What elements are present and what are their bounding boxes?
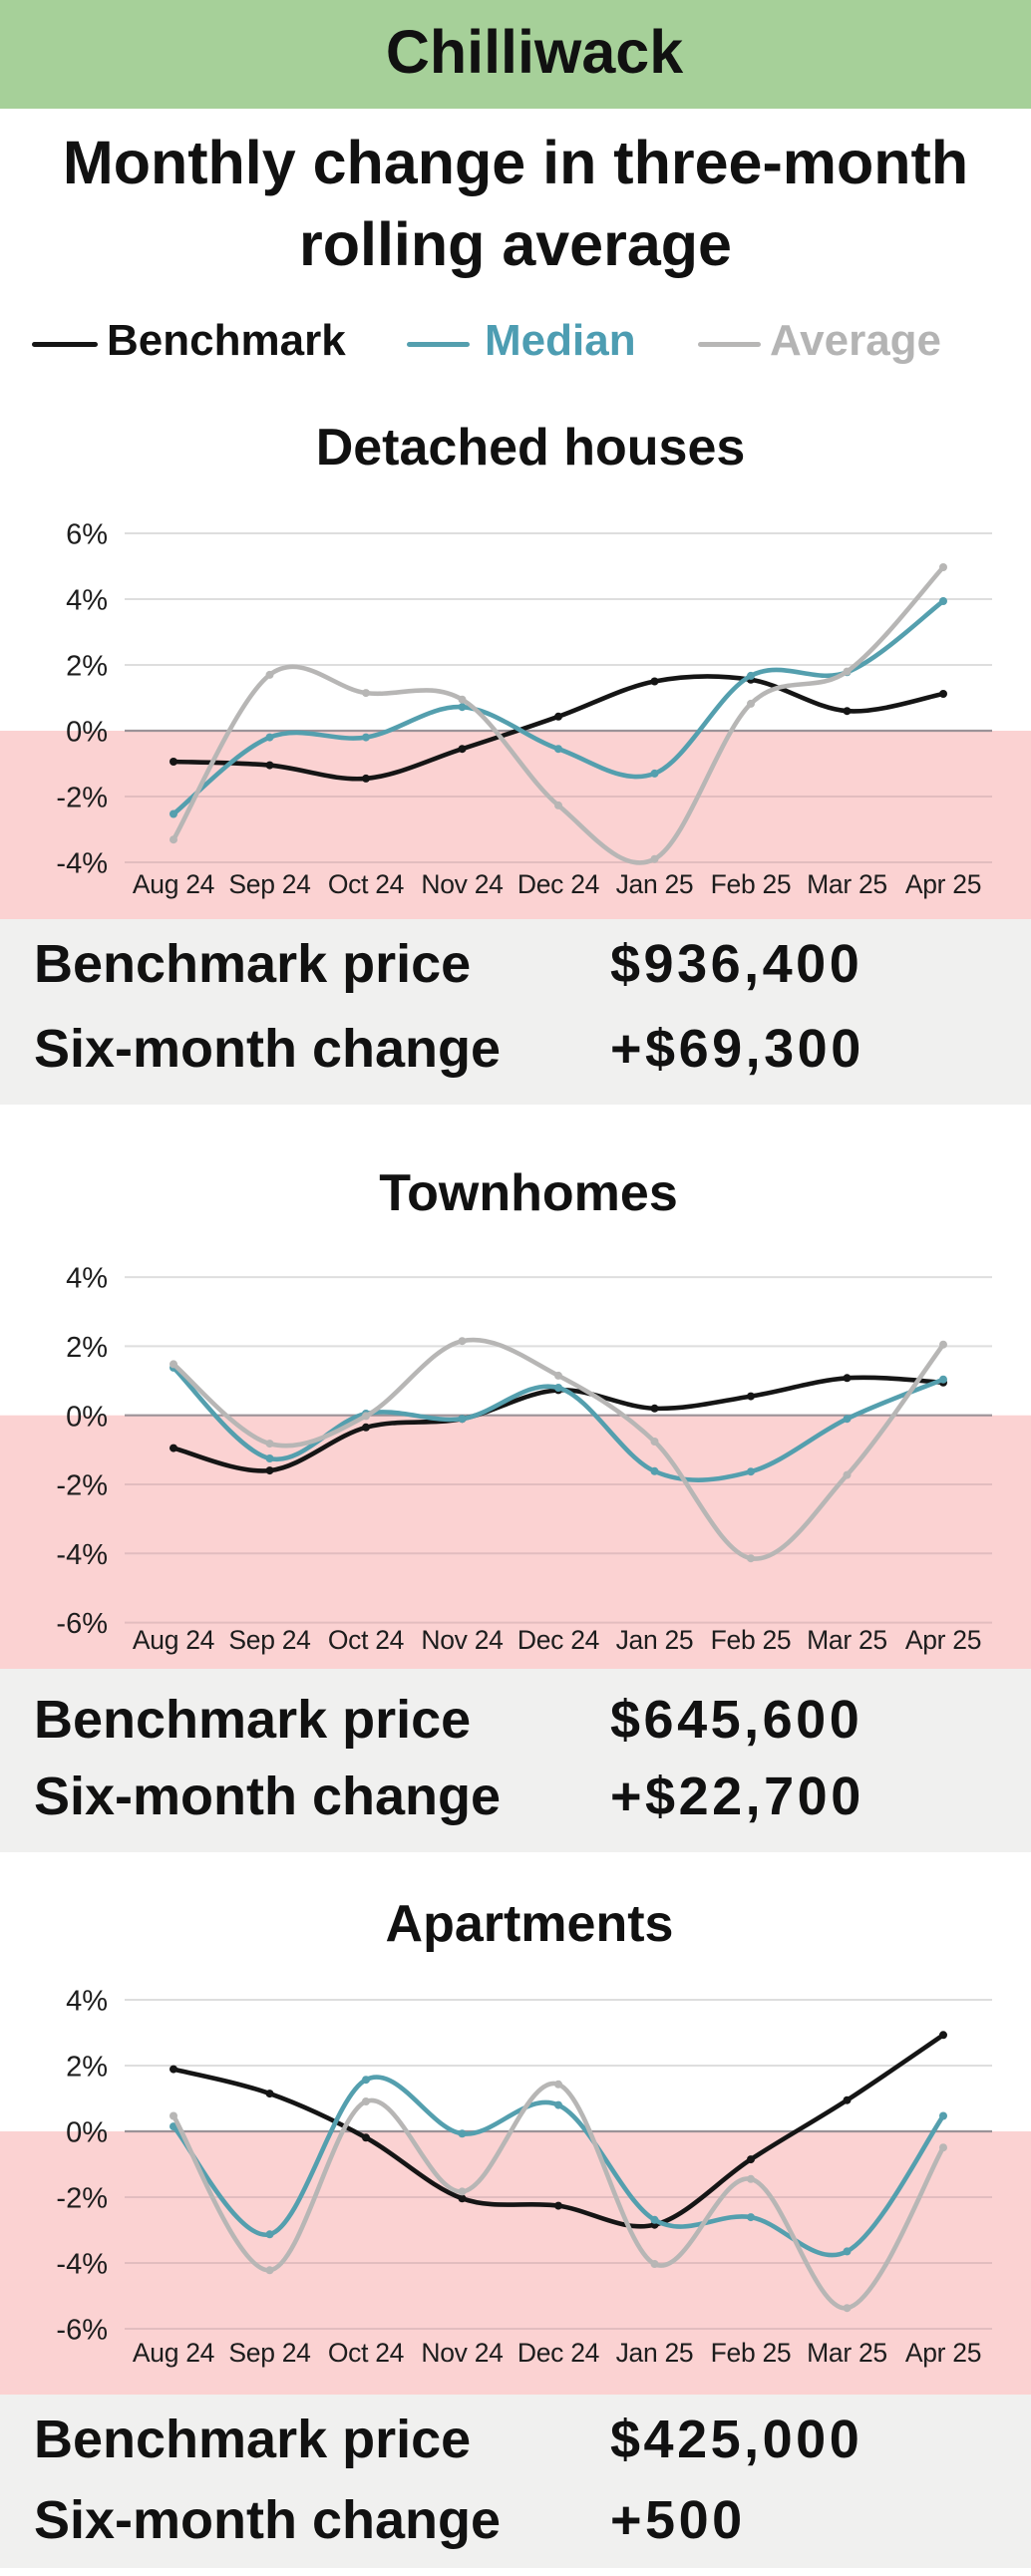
svg-text:Nov 24: Nov 24 (421, 869, 503, 899)
svg-text:-2%: -2% (56, 1470, 108, 1502)
svg-text:Mar 25: Mar 25 (807, 1625, 887, 1655)
svg-text:4%: 4% (66, 1986, 108, 2018)
svg-text:Sep 24: Sep 24 (228, 869, 310, 899)
svg-text:-4%: -4% (56, 2249, 108, 2281)
svg-text:2%: 2% (66, 651, 108, 683)
svg-text:Sep 24: Sep 24 (228, 2338, 310, 2368)
svg-text:Mar 25: Mar 25 (807, 2338, 887, 2368)
svg-text:Oct 24: Oct 24 (328, 1625, 404, 1655)
svg-text:-6%: -6% (56, 2315, 108, 2347)
svg-text:2%: 2% (66, 2052, 108, 2084)
svg-text:4%: 4% (66, 1263, 108, 1295)
svg-text:0%: 0% (66, 2117, 108, 2149)
svg-text:Nov 24: Nov 24 (421, 1625, 503, 1655)
svg-text:-4%: -4% (56, 1539, 108, 1571)
svg-text:Feb 25: Feb 25 (711, 2338, 792, 2368)
svg-text:Oct 24: Oct 24 (328, 869, 404, 899)
svg-text:Apr 25: Apr 25 (905, 2338, 981, 2368)
svg-text:Feb 25: Feb 25 (711, 869, 792, 899)
svg-text:Aug 24: Aug 24 (133, 869, 214, 899)
svg-text:-4%: -4% (56, 848, 108, 880)
svg-text:Aug 24: Aug 24 (133, 2338, 214, 2368)
svg-text:Mar 25: Mar 25 (807, 869, 887, 899)
svg-text:Apr 25: Apr 25 (905, 869, 981, 899)
svg-text:-6%: -6% (56, 1608, 108, 1640)
svg-text:Aug 24: Aug 24 (133, 1625, 214, 1655)
svg-text:-2%: -2% (56, 2183, 108, 2215)
svg-text:Dec 24: Dec 24 (517, 1625, 599, 1655)
svg-text:Feb 25: Feb 25 (711, 1625, 792, 1655)
svg-text:-2%: -2% (56, 783, 108, 814)
svg-text:2%: 2% (66, 1332, 108, 1364)
svg-text:Dec 24: Dec 24 (517, 869, 599, 899)
svg-text:4%: 4% (66, 585, 108, 617)
svg-text:Nov 24: Nov 24 (421, 2338, 503, 2368)
svg-text:Sep 24: Sep 24 (228, 1625, 310, 1655)
svg-text:0%: 0% (66, 1401, 108, 1433)
svg-text:0%: 0% (66, 717, 108, 749)
svg-text:Dec 24: Dec 24 (517, 2338, 599, 2368)
svg-text:Jan 25: Jan 25 (616, 2338, 694, 2368)
svg-text:Apr 25: Apr 25 (905, 1625, 981, 1655)
svg-text:Oct 24: Oct 24 (328, 2338, 404, 2368)
svg-text:6%: 6% (66, 519, 108, 551)
svg-text:Jan 25: Jan 25 (616, 1625, 694, 1655)
svg-text:Jan 25: Jan 25 (616, 869, 694, 899)
